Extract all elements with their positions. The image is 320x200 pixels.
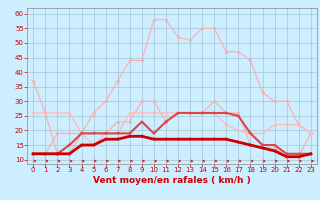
X-axis label: Vent moyen/en rafales ( km/h ): Vent moyen/en rafales ( km/h ) (93, 176, 251, 185)
